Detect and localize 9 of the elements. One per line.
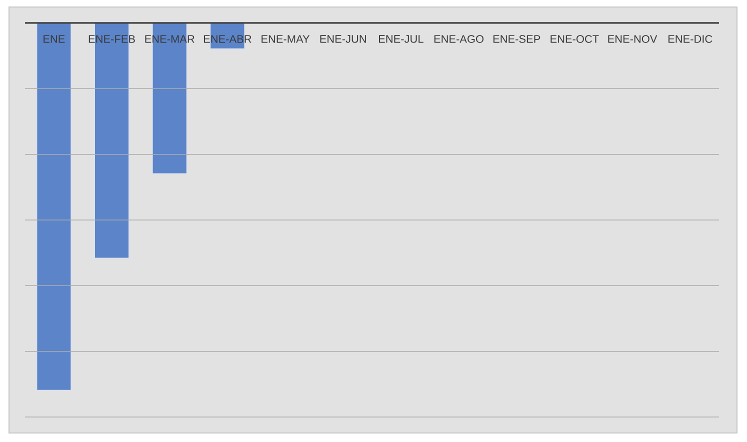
x-tick-label: ENE-OCT (550, 35, 599, 43)
x-tick-label: ENE-JUN (320, 35, 366, 43)
x-tick-label: ENE-NOV (608, 35, 658, 43)
x-tick-label: ENE-MAY (262, 35, 310, 43)
x-tick-label: ENE-AGO (434, 35, 484, 43)
x-tick-label: ENE-JUL (378, 35, 424, 43)
x-tick-label: ENE-DIC (668, 35, 712, 43)
x-tick-label: ENE (44, 35, 65, 43)
x-tick-label: ENE-SEP (493, 35, 540, 43)
